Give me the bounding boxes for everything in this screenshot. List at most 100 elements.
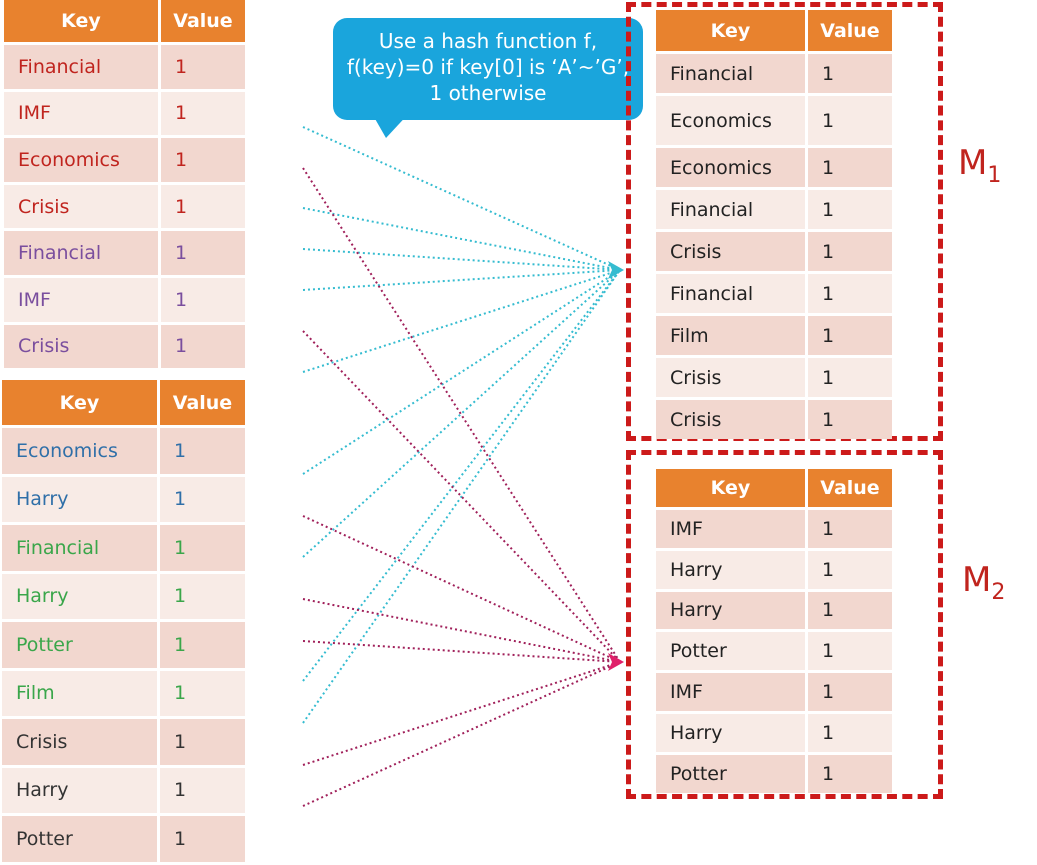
- value-cell: 1: [808, 754, 892, 793]
- key-cell: Economics: [4, 138, 161, 182]
- input-table-2: Key Value Economics 1 Harry 1 Financial 1 Harr…: [2, 377, 245, 865]
- value-cell: 1: [161, 184, 245, 229]
- key-header: Key: [4, 0, 161, 42]
- value-cell: 1: [160, 767, 245, 813]
- hash-function-callout: Use a hash function f, f(key)=0 if key[0…: [333, 18, 643, 120]
- table-row: Film 1: [2, 670, 245, 716]
- table-row: Financial 1: [656, 54, 892, 93]
- table-row: Crisis 1: [656, 400, 892, 439]
- arrowhead-m1: [608, 261, 624, 279]
- m2-subscript: 2: [991, 580, 1006, 605]
- table-row: Financial 1: [4, 45, 245, 89]
- key-cell: Harry: [656, 550, 808, 589]
- value-cell: 1: [808, 400, 892, 439]
- value-cell: 1: [808, 232, 892, 271]
- value-cell: 1: [161, 91, 245, 136]
- route-line-to-m1: [302, 126, 621, 271]
- table-row: Economics 1: [656, 96, 892, 145]
- value-cell: 1: [160, 622, 245, 668]
- key-cell: Economics: [656, 148, 808, 187]
- table-row: Potter 1: [656, 632, 892, 671]
- value-header: Value: [808, 10, 892, 51]
- table-row: IMF 1: [4, 91, 245, 136]
- value-cell: 1: [808, 713, 892, 752]
- table-row: Financial 1: [4, 231, 245, 275]
- callout-tail: [370, 110, 412, 138]
- route-line-to-m1: [302, 269, 621, 373]
- value-cell: 1: [161, 138, 245, 182]
- table-row: Economics 1: [656, 148, 892, 187]
- key-cell: Harry: [656, 591, 808, 630]
- value-cell: 1: [808, 274, 892, 313]
- partition-label-m2: M2: [962, 560, 1005, 605]
- value-cell: 1: [808, 358, 892, 397]
- route-line-to-m2: [302, 330, 621, 663]
- m1-subscript: 1: [987, 163, 1002, 188]
- partition-label-m1: M1: [958, 143, 1001, 188]
- key-cell: Financial: [4, 45, 161, 89]
- route-line-to-m1: [302, 269, 621, 291]
- value-cell: 1: [160, 476, 245, 522]
- partition-m2-box: [626, 450, 943, 799]
- table-row: Film 1: [656, 316, 892, 355]
- route-line-to-m1: [302, 269, 621, 724]
- route-line-to-m1: [302, 207, 621, 271]
- table-row: Harry 1: [656, 713, 892, 752]
- key-cell: Financial: [4, 231, 161, 275]
- table-row: IMF 1: [656, 673, 892, 711]
- key-cell: Financial: [656, 274, 808, 313]
- table-row: Financial 1: [2, 525, 245, 571]
- table-row: Potter 1: [656, 754, 892, 793]
- key-cell: Crisis: [656, 232, 808, 271]
- value-header: Value: [160, 380, 245, 425]
- key-cell: Crisis: [4, 184, 161, 229]
- key-header: Key: [656, 10, 808, 51]
- table-row: IMF 1: [656, 510, 892, 548]
- value-cell: 1: [808, 148, 892, 187]
- value-cell: 1: [808, 54, 892, 93]
- value-cell: 1: [160, 428, 245, 474]
- value-cell: 1: [808, 632, 892, 671]
- input-table-1: Key Value Financial 1 IMF 1 Economics 1 Crisis…: [4, 0, 245, 371]
- key-cell: Harry: [2, 476, 160, 522]
- route-line-to-m2: [302, 661, 621, 766]
- key-cell: Crisis: [656, 358, 808, 397]
- key-cell: Crisis: [656, 400, 808, 439]
- route-line-to-m2: [302, 640, 621, 663]
- table-row: Crisis 1: [656, 232, 892, 271]
- table-row: Harry 1: [656, 550, 892, 589]
- key-cell: Potter: [2, 622, 160, 668]
- key-cell: Harry: [2, 573, 160, 619]
- callout-line-2: f(key)=0 if key[0] is ‘A’~’G’,: [346, 55, 630, 79]
- route-line-to-m1: [302, 269, 621, 682]
- route-line-to-m2: [302, 167, 621, 663]
- table-row: Economics 1: [2, 428, 245, 474]
- key-cell: IMF: [656, 673, 808, 711]
- m1-letter: M: [958, 143, 988, 183]
- key-cell: Crisis: [4, 324, 161, 369]
- table-row: IMF 1: [4, 277, 245, 322]
- key-cell: Harry: [656, 713, 808, 752]
- route-line-to-m1: [302, 269, 621, 558]
- table-row: Crisis 1: [4, 324, 245, 369]
- route-line-to-m2: [302, 515, 621, 663]
- value-cell: 1: [808, 96, 892, 145]
- table-row: Harry 1: [2, 767, 245, 813]
- table-row: Crisis 1: [656, 358, 892, 397]
- value-cell: 1: [808, 510, 892, 548]
- callout-line-3: 1 otherwise: [429, 81, 547, 105]
- table-row: Potter 1: [2, 816, 245, 862]
- key-cell: IMF: [4, 91, 161, 136]
- key-cell: IMF: [4, 277, 161, 322]
- key-cell: Potter: [656, 632, 808, 671]
- key-cell: Financial: [2, 525, 160, 571]
- output-table-m1: Key Value Financial 1 Economics 1 Economics 1…: [656, 7, 892, 442]
- table-row: Financial 1: [656, 274, 892, 313]
- value-cell: 1: [808, 550, 892, 589]
- table-row: Crisis 1: [2, 719, 245, 765]
- key-cell: Film: [656, 316, 808, 355]
- value-header: Value: [808, 469, 892, 507]
- table-row: Potter 1: [2, 622, 245, 668]
- value-header: Value: [161, 0, 245, 42]
